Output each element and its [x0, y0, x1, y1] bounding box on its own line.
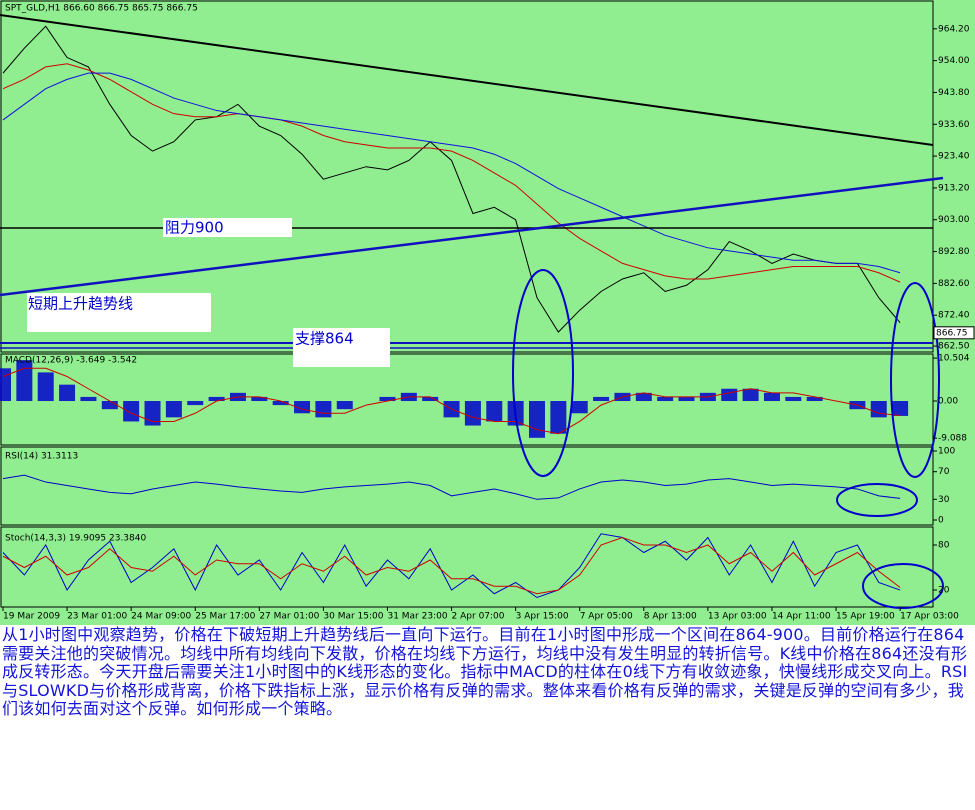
histogram-bar: [763, 392, 780, 402]
histogram-bar: [892, 401, 909, 416]
y-tick-label: 923.40: [938, 152, 970, 162]
x-tick-label: 23 Mar 01:00: [67, 612, 127, 622]
x-tick-label: 14 Apr 11:00: [772, 612, 831, 622]
annotation: 阻力900: [165, 219, 224, 237]
y-tick-label: 954.00: [938, 56, 970, 66]
price-marker: [933, 326, 975, 340]
histogram-bar: [187, 401, 204, 406]
histogram-bar: [464, 401, 481, 426]
histogram-bar: [251, 396, 268, 402]
chart: 阻力900 短期上升趋势线 支撑864 SPT_GLD,H1 866.60 86…: [0, 0, 975, 625]
x-tick-label: 25 Mar 17:00: [195, 612, 255, 622]
y-tick-label: 892.80: [938, 247, 970, 257]
description: 从1小时图中观察趋势，价格在下破短期上升趋势线后一直向下运行。目前在1小时图中形…: [2, 625, 968, 718]
y-tick-label: 933.60: [938, 120, 970, 130]
histogram-bar: [208, 396, 225, 402]
histogram-bar: [742, 388, 759, 402]
histogram-bar: [721, 388, 738, 402]
y-tick-label: 943.80: [938, 88, 970, 98]
histogram-bar: [101, 401, 118, 410]
histogram-bar: [593, 396, 610, 402]
y-tick-label: 70: [938, 467, 950, 477]
y-tick-label: 903.00: [938, 215, 970, 225]
histogram-bar: [486, 401, 503, 422]
x-tick-label: 15 Apr 19:00: [836, 612, 895, 622]
series-line: [2, 25, 901, 333]
y-tick-label: 913.20: [938, 183, 970, 193]
panel-border: [0, 446, 934, 526]
histogram-bar: [571, 401, 588, 414]
x-tick-label: 8 Apr 13:00: [644, 612, 697, 622]
y-tick-label: 882.60: [938, 279, 970, 289]
panel-border: [0, 526, 934, 608]
y-tick-label: 872.40: [938, 311, 970, 321]
histogram-bar: [123, 401, 140, 422]
histogram-bar: [550, 401, 567, 434]
histogram-bar: [315, 401, 332, 418]
highlight-ellipse: [512, 269, 574, 477]
trend-line: [0, 14, 934, 146]
x-tick-label: 2 Apr 07:00: [452, 612, 505, 622]
x-tick-label: 24 Mar 09:00: [131, 612, 191, 622]
y-tick-label: 30: [938, 495, 950, 505]
annotation: 短期上升趋势线: [28, 295, 133, 313]
histogram-bar: [16, 360, 33, 402]
y-tick-label: 20: [938, 586, 950, 596]
series-line: [2, 367, 901, 435]
histogram-bar: [529, 401, 545, 438]
annotation-box: [163, 218, 292, 237]
series-line: [2, 533, 901, 599]
histogram-bar: [59, 384, 76, 402]
y-tick-label: 862.50: [938, 342, 970, 352]
x-tick-label: 31 Mar 23:00: [387, 612, 447, 622]
histogram-bar: [678, 396, 695, 402]
y-tick-label: 80: [938, 541, 950, 551]
annotations: 阻力900 短期上升趋势线 支撑864: [0, 14, 944, 609]
histogram-bar: [165, 401, 182, 418]
histogram-bar: [806, 396, 823, 402]
y-tick-label: 0.00: [938, 397, 958, 407]
series-line: [2, 63, 901, 283]
histogram-bar: [336, 401, 353, 410]
highlight-ellipse: [890, 282, 940, 478]
panel-border: [0, 0, 934, 353]
uptrend-line: [0, 176, 944, 297]
histogram-bar: [272, 401, 289, 406]
x-tick-label: 3 Apr 15:00: [516, 612, 569, 622]
x-tick-label: 7 Apr 05:00: [580, 612, 633, 622]
histogram-bar: [422, 396, 439, 402]
annotation-box: [293, 328, 390, 367]
price-marker-label: 866.75: [936, 328, 968, 338]
histogram-bar: [785, 396, 802, 402]
annotation: 支撑864: [295, 330, 354, 348]
histogram-bar: [37, 372, 54, 402]
x-tick-label: 27 Mar 01:00: [259, 612, 319, 622]
panel-title: Stoch(14,3,3) 19.9095 23.3840: [5, 534, 146, 544]
x-tick-label: 17 Apr 03:00: [900, 612, 959, 622]
y-tick-label: 964.20: [938, 24, 970, 34]
histogram-bar: [80, 396, 97, 402]
panel-title: RSI(14) 31.3113: [5, 452, 78, 462]
annotation-box: [27, 293, 211, 332]
y-tick-label: -9.088: [938, 434, 967, 444]
histogram-bar: [870, 401, 887, 418]
histogram-bar: [379, 396, 396, 402]
x-tick-label: 30 Mar 15:00: [323, 612, 383, 622]
y-tick-label: 10.504: [938, 354, 970, 364]
y-tick-label: 100: [938, 447, 955, 457]
histogram-bar: [657, 396, 674, 402]
y-tick-label: 0: [938, 516, 944, 526]
series-line: [2, 474, 901, 500]
panel-title: MACD(12,26,9) -3.649 -3.542: [5, 356, 137, 366]
histogram-bar: [0, 368, 11, 402]
histogram-bar: [635, 392, 652, 402]
highlight-ellipse: [862, 563, 944, 609]
x-tick-label: 19 Mar 2009: [3, 612, 60, 622]
panel-title: SPT_GLD,H1 866.60 866.75 865.75 866.75: [5, 4, 198, 14]
highlight-ellipse: [836, 483, 918, 517]
series-line: [2, 536, 901, 595]
series-line: [2, 72, 901, 274]
x-tick-label: 13 Apr 03:00: [708, 612, 767, 622]
